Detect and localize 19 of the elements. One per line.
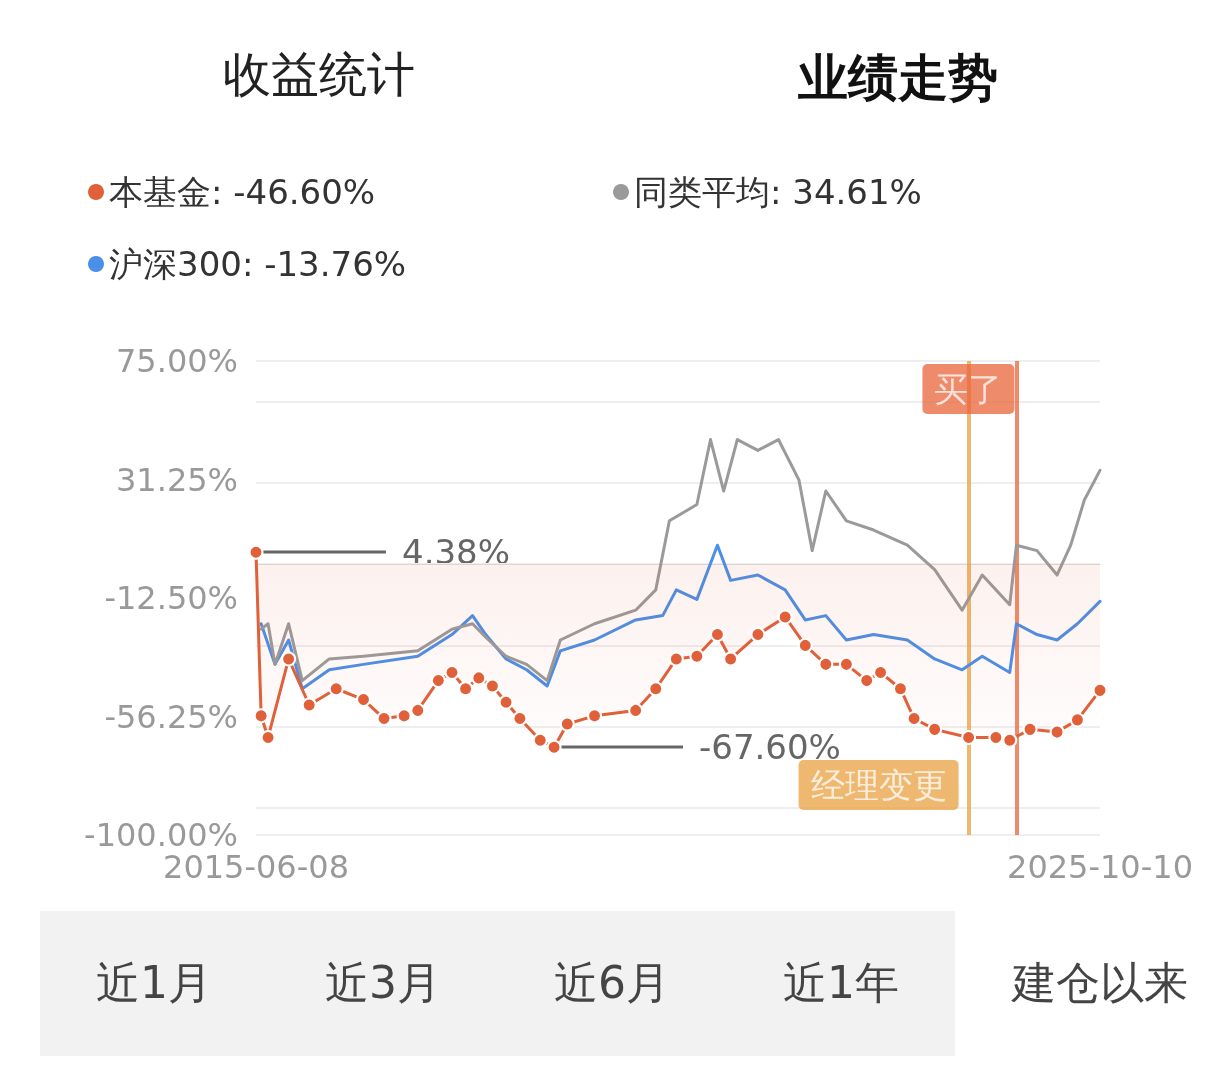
y-tick-label: -56.25% xyxy=(104,697,238,736)
text: 近1年 xyxy=(783,956,899,1008)
text: 建仓以来 xyxy=(1011,956,1188,1008)
annotation: 4.38% xyxy=(402,532,511,572)
y-tick-label: 75.00% xyxy=(115,342,238,380)
text: 近6月 xyxy=(554,956,670,1008)
legend-label: 本基金: -46.60% xyxy=(109,172,376,212)
text: 近3月 xyxy=(325,956,441,1008)
x-tick-label: 2025-10-10 xyxy=(1007,848,1193,886)
text: 近1月 xyxy=(96,956,212,1008)
chart-title: 业绩走势 xyxy=(797,49,998,107)
text: 收益统计 xyxy=(223,46,415,102)
y-tick-label: 31.25% xyxy=(115,460,238,499)
legend-label: 同类平均: 34.61% xyxy=(634,172,922,212)
ref-line-label: 买了 xyxy=(934,369,1003,409)
ref-line-label: 经理变更 xyxy=(810,765,947,805)
annotation: -67.60% xyxy=(699,727,841,767)
y-tick-label: -12.50% xyxy=(104,579,238,617)
legend-label: 沪深300: -13.76% xyxy=(109,244,407,284)
